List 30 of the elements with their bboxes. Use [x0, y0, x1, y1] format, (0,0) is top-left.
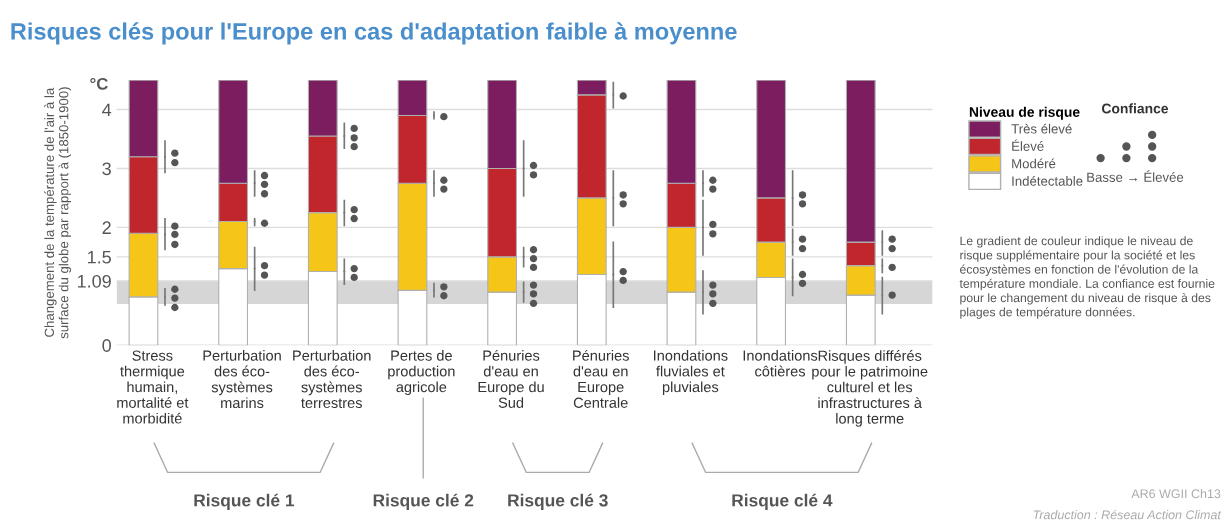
text: Risque clé 2: [373, 493, 474, 510]
y-tick-label: 1.09: [77, 274, 111, 288]
text: Confiance: [1101, 103, 1169, 114]
text: Basse → Élevée: [1087, 170, 1184, 182]
legend-label: Élevé: [1012, 139, 1044, 151]
text: Le gradient de couleur indique le niveau de risque supplémentaire pour la société et les écosystèmes en fonction de l'évolution de la température mondiale. La confiance est fournie pour le changement du niveau de risque à des plages de température données.: [959, 236, 1215, 319]
text: AR6 WGII Ch13: [1131, 488, 1221, 499]
x-tick-label: Perturbation des éco- systèmes terrestres: [293, 350, 371, 409]
y-tick-label: 3: [102, 162, 111, 176]
x-tick-label: Pertes de production agricole: [388, 350, 455, 396]
x-tick-label: Pénuries d'eau en Europe Centrale: [573, 349, 629, 408]
text: °C: [90, 77, 108, 90]
y-tick-label: 1.5: [87, 250, 111, 264]
y-tick-label: 4: [102, 103, 112, 117]
y-axis-title: Changement de la température de l'air à la surface du globe par rapport à (1850-1900): [44, 87, 72, 339]
x-tick-label: Inondations fluviales et pluviales: [654, 350, 728, 396]
chart-title: Risques clés pour l'Europe en cas d'adaptation faible à moyenne: [11, 22, 737, 45]
text: Risque clé 4: [732, 493, 833, 510]
legend-label: Indétectable: [1012, 175, 1083, 186]
legend-label: Très élevé: [1011, 123, 1072, 134]
x-tick-label: Stress thermique humain, mortalité et morbidité: [117, 350, 189, 424]
text: Risque clé 3: [508, 493, 608, 510]
text: Traduction : Réseau Action Climat: [1033, 509, 1222, 520]
x-tick-label: Perturbation des éco- systèmes marins: [203, 350, 281, 409]
text: Risque clé 1: [194, 493, 295, 510]
legend-title: Niveau de risque: [969, 106, 1080, 120]
y-tick-label: 2: [102, 221, 111, 234]
legend-label: Modéré: [1012, 158, 1056, 169]
y-tick-label: 0: [102, 339, 111, 352]
x-tick-label: Pénuries d'eau en Europe du Sud: [478, 349, 544, 408]
